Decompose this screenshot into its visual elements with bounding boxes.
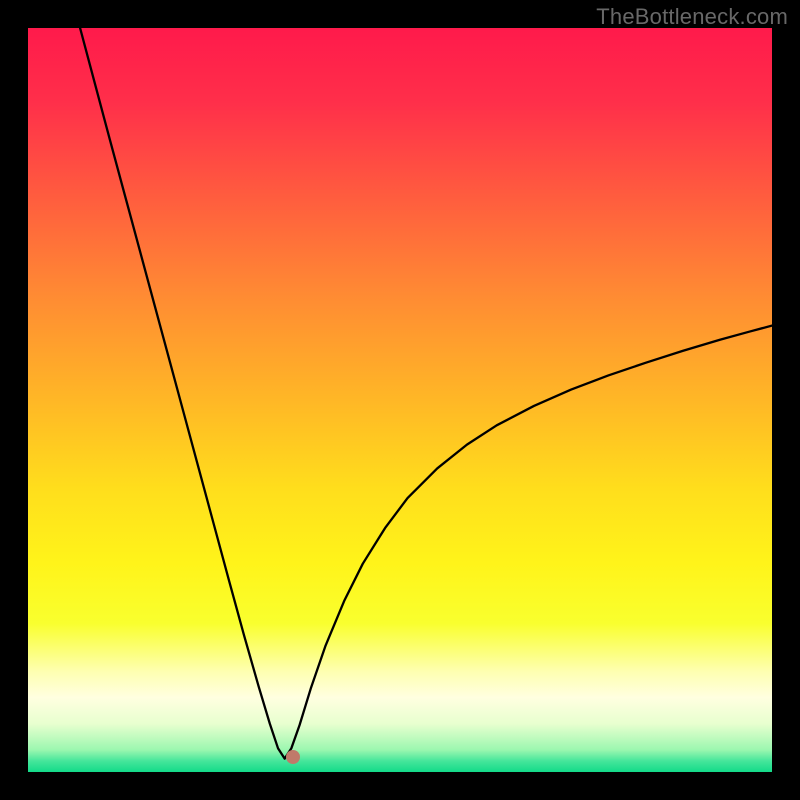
plot-area xyxy=(28,28,772,772)
watermark-text: TheBottleneck.com xyxy=(596,4,788,30)
optimal-point-marker xyxy=(286,750,300,764)
chart-frame: TheBottleneck.com xyxy=(0,0,800,800)
bottleneck-curve xyxy=(28,28,772,772)
